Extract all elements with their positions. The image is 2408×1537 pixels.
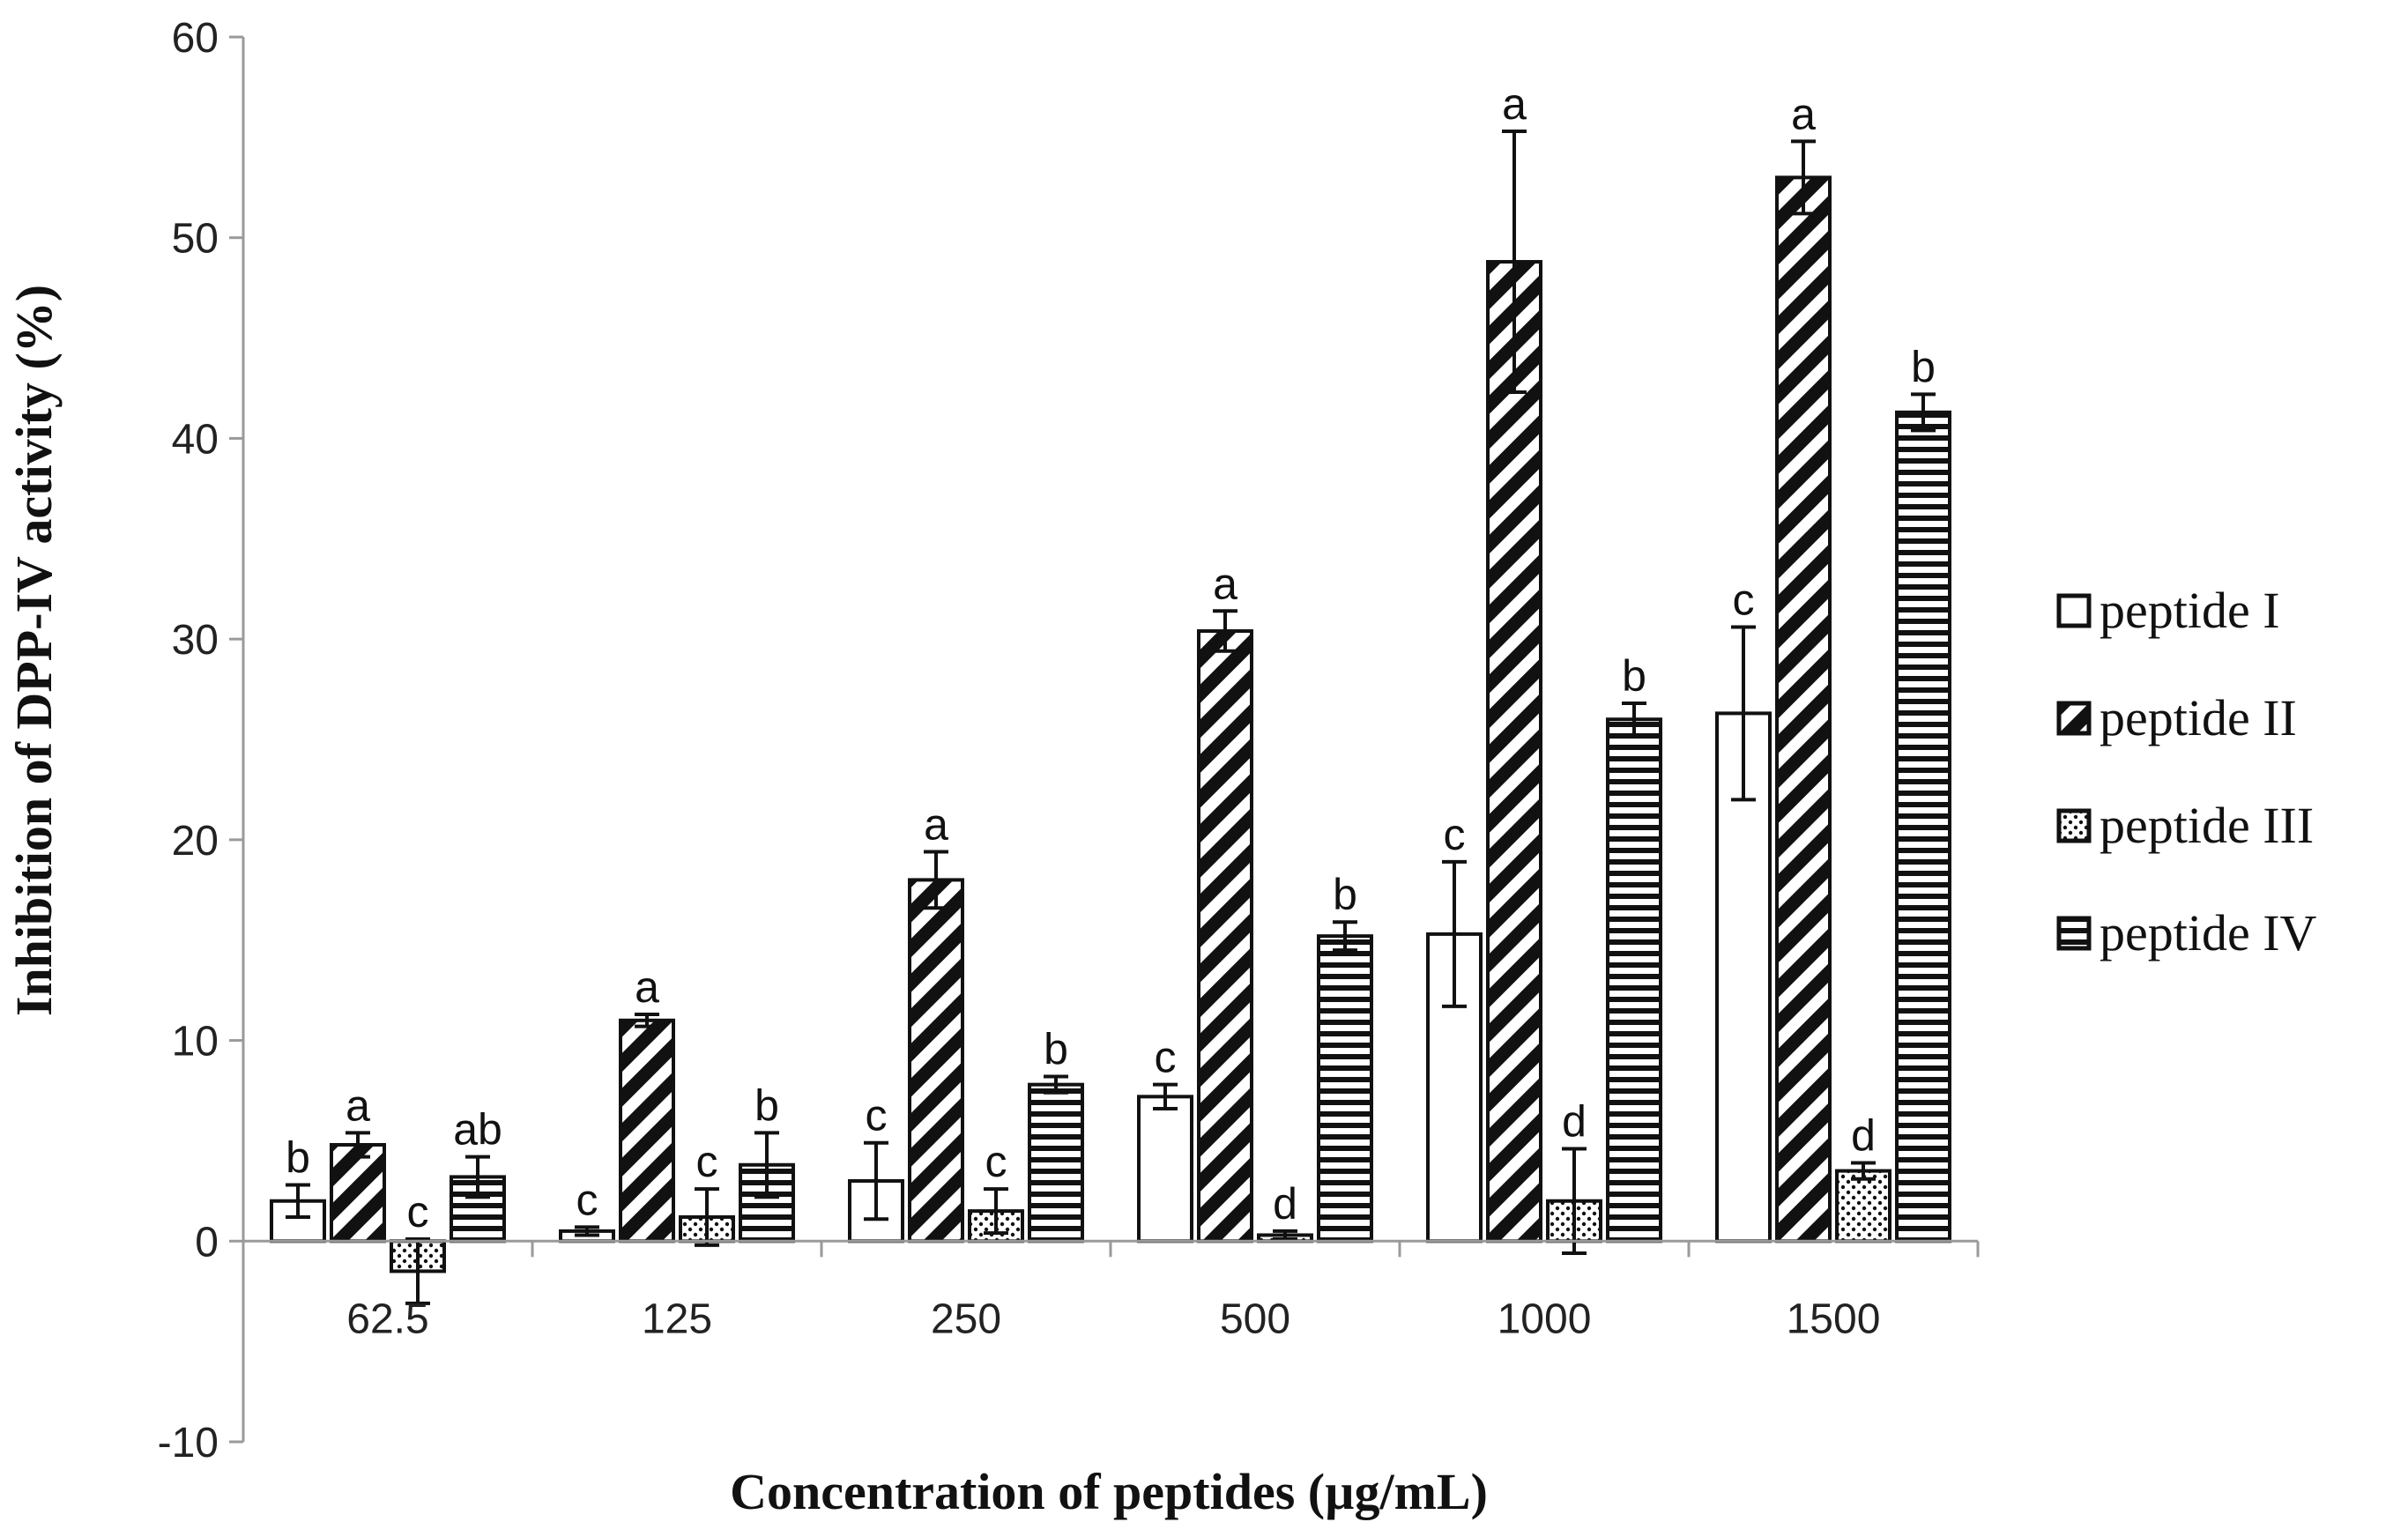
significance-letter: a	[1791, 89, 1816, 138]
legend-swatch	[2056, 593, 2092, 628]
bar[interactable]	[1317, 934, 1373, 1244]
x-tick-label: 250	[931, 1296, 1001, 1342]
y-tick-label: 40	[172, 416, 219, 463]
significance-letter: b	[1044, 1025, 1068, 1074]
bar[interactable]	[1775, 175, 1832, 1244]
significance-letter: c	[407, 1187, 429, 1236]
significance-letter: c	[576, 1175, 598, 1224]
significance-letter: b	[1911, 342, 1936, 391]
y-tick-label: 60	[172, 15, 219, 62]
y-tick-label: 30	[172, 617, 219, 664]
bar[interactable]	[619, 1018, 675, 1244]
significance-letter: b	[754, 1080, 779, 1130]
bar[interactable]	[330, 1142, 386, 1244]
legend: peptide I peptide II peptide III peptide IV	[2056, 582, 2317, 962]
y-tick-label: 20	[172, 818, 219, 865]
significance-letter: c	[696, 1137, 718, 1186]
significance-letter: a	[1213, 559, 1237, 608]
bar[interactable]	[1835, 1169, 1891, 1244]
y-tick-label: 0	[195, 1219, 219, 1266]
bar[interactable]	[1606, 717, 1662, 1244]
significance-letter: b	[286, 1133, 310, 1183]
legend-label: peptide III	[2100, 797, 2314, 854]
legend-label: peptide I	[2100, 582, 2280, 639]
bar[interactable]	[1137, 1095, 1193, 1244]
significance-letter: c	[866, 1091, 888, 1140]
significance-letter: d	[1273, 1179, 1297, 1229]
x-tick-label: 500	[1220, 1296, 1290, 1342]
significance-letter: ab	[453, 1105, 502, 1155]
bar[interactable]	[1028, 1082, 1084, 1244]
significance-letter: b	[1333, 870, 1357, 919]
significance-letter: c	[985, 1137, 1007, 1186]
significance-letter: a	[1502, 79, 1527, 129]
bar[interactable]	[1486, 260, 1542, 1244]
significance-letter: b	[1622, 651, 1646, 701]
significance-letter: a	[346, 1080, 370, 1130]
significance-letter: d	[1562, 1097, 1587, 1147]
x-axis-title: Concentration of peptides (µg/mL)	[730, 1463, 1488, 1520]
significance-letter: d	[1851, 1110, 1876, 1160]
bar[interactable]	[1895, 410, 1951, 1244]
significance-letter: c	[1155, 1033, 1177, 1082]
significance-letter: c	[1733, 575, 1755, 624]
legend-swatch	[2056, 701, 2092, 736]
legend-label: peptide IV	[2100, 904, 2317, 962]
y-axis-title: Inhibition of DPP-IV activity (%)	[5, 285, 63, 1016]
legend-label: peptide II	[2100, 689, 2297, 746]
y-tick-label: 50	[172, 216, 219, 263]
legend-swatch	[2056, 916, 2092, 951]
bar[interactable]	[1197, 629, 1253, 1244]
significance-letter: a	[924, 800, 948, 850]
x-tick-label: 62.5	[346, 1296, 428, 1342]
x-tick-label: 125	[642, 1296, 712, 1342]
y-tick-label: -10	[158, 1420, 219, 1466]
significance-letter: c	[1444, 810, 1466, 859]
legend-swatch	[2056, 808, 2092, 843]
x-tick-label: 1000	[1498, 1296, 1592, 1342]
y-tick-label: 10	[172, 1019, 219, 1066]
x-tick-label: 1500	[1787, 1296, 1881, 1342]
bar[interactable]	[908, 878, 964, 1244]
significance-letter: a	[635, 962, 659, 1012]
